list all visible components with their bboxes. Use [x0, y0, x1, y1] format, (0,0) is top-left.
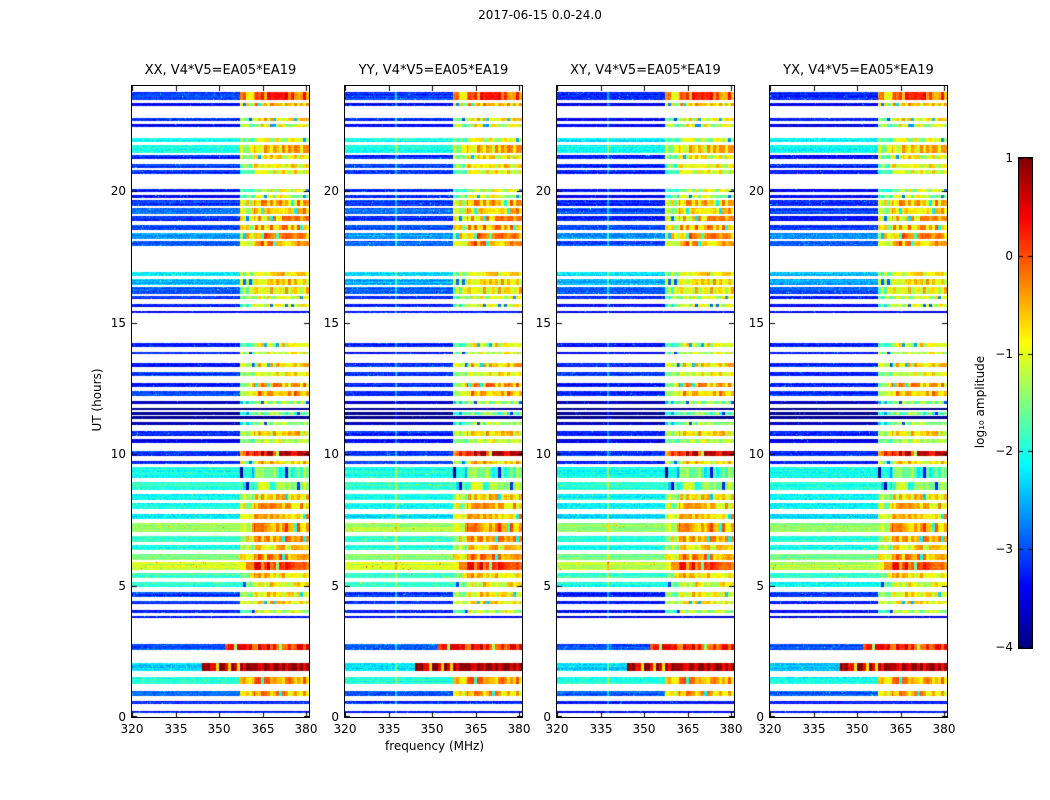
panel-title-yy: YY, V4*V5=EA05*EA19	[358, 63, 509, 78]
y-tick-label: 0	[756, 710, 764, 724]
y-tick-label: 0	[543, 710, 551, 724]
x-tick-label: 320	[545, 722, 569, 736]
y-tick-label: 20	[323, 184, 339, 198]
y-tick-label: 20	[110, 184, 126, 198]
y-tick-label: 5	[756, 579, 764, 593]
y-tick-label: 10	[748, 447, 764, 461]
colorbar-tick-label: 1	[1005, 151, 1013, 165]
x-tick-label: 380	[719, 722, 743, 736]
y-tick-label: 20	[535, 184, 551, 198]
heatmap-panel-xx	[131, 85, 310, 718]
colorbar-tick-label: −3	[995, 542, 1013, 556]
colorbar-tick-label: 0	[1005, 249, 1013, 263]
y-tick-label: 20	[748, 184, 764, 198]
x-tick-label: 380	[932, 722, 956, 736]
y-axis-label: UT (hours)	[90, 368, 104, 432]
y-tick-label: 10	[323, 447, 339, 461]
heatmap-panel-xy	[556, 85, 735, 718]
x-tick-label: 350	[632, 722, 656, 736]
x-tick-label: 320	[758, 722, 782, 736]
heatmap-canvas-xy	[557, 86, 734, 717]
x-tick-label: 335	[802, 722, 826, 736]
x-axis-label: frequency (MHz)	[384, 739, 485, 753]
colorbar-tick-label: −1	[995, 347, 1013, 361]
heatmap-canvas-yy	[345, 86, 522, 717]
figure-title: 2017-06-15 0.0-24.0	[478, 8, 602, 22]
heatmap-panel-yy	[344, 85, 523, 718]
x-tick-label: 380	[294, 722, 318, 736]
colorbar-gradient	[1019, 158, 1032, 648]
y-tick-label: 15	[110, 316, 126, 330]
heatmap-canvas-yx	[770, 86, 947, 717]
x-tick-label: 335	[164, 722, 188, 736]
panel-title-xy: XY, V4*V5=EA05*EA19	[570, 63, 721, 78]
heatmap-canvas-xx	[132, 86, 309, 717]
x-tick-label: 335	[377, 722, 401, 736]
colorbar-tick-label: −2	[995, 444, 1013, 458]
y-tick-label: 10	[535, 447, 551, 461]
x-tick-label: 350	[420, 722, 444, 736]
y-tick-label: 15	[748, 316, 764, 330]
colorbar-frame	[1018, 157, 1033, 649]
x-tick-label: 320	[333, 722, 357, 736]
colorbar-tick-label: −4	[995, 640, 1013, 654]
panel-title-yx: YX, V4*V5=EA05*EA19	[783, 63, 934, 78]
y-tick-label: 15	[323, 316, 339, 330]
x-tick-label: 320	[120, 722, 144, 736]
y-tick-label: 0	[118, 710, 126, 724]
y-tick-label: 5	[543, 579, 551, 593]
y-tick-label: 5	[331, 579, 339, 593]
y-tick-label: 10	[110, 447, 126, 461]
panel-title-xx: XX, V4*V5=EA05*EA19	[144, 63, 297, 78]
colorbar-label: log₁₀ amplitude	[973, 355, 987, 449]
y-tick-label: 15	[535, 316, 551, 330]
heatmap-panel-yx	[769, 85, 948, 718]
x-tick-label: 350	[845, 722, 869, 736]
y-tick-label: 5	[118, 579, 126, 593]
x-tick-label: 365	[251, 722, 275, 736]
x-tick-label: 335	[589, 722, 613, 736]
x-tick-label: 365	[676, 722, 700, 736]
y-tick-label: 0	[331, 710, 339, 724]
x-tick-label: 380	[507, 722, 531, 736]
x-tick-label: 365	[889, 722, 913, 736]
x-tick-label: 365	[464, 722, 488, 736]
x-tick-label: 350	[207, 722, 231, 736]
